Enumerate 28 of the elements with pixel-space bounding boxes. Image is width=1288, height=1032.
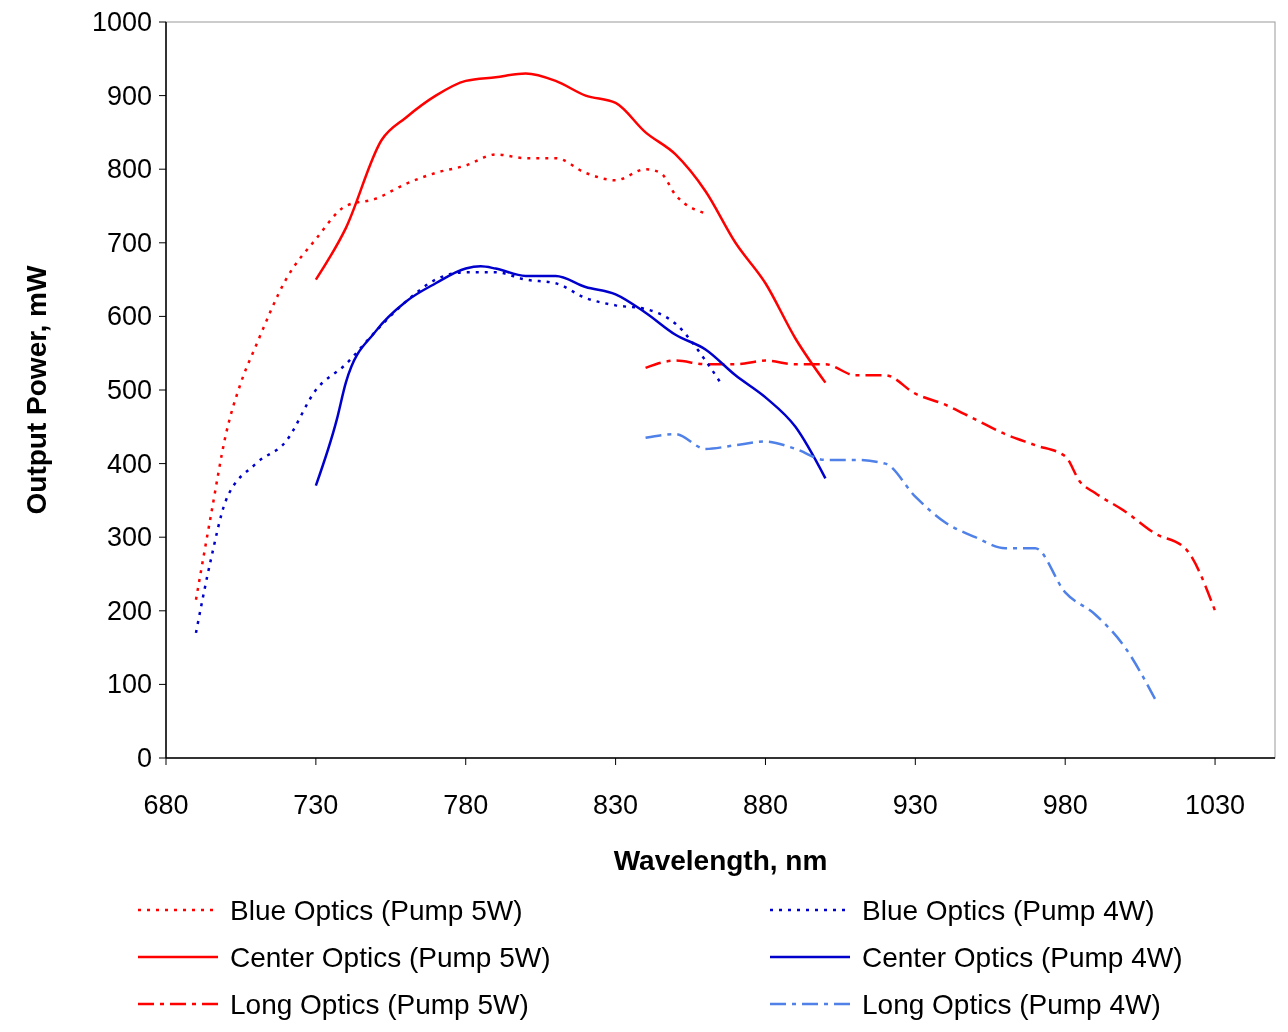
legend-label: Blue Optics (Pump 5W) <box>230 895 523 926</box>
y-tick-label: 400 <box>106 448 152 479</box>
legend-label: Center Optics (Pump 4W) <box>862 942 1183 973</box>
y-tick-label: 0 <box>136 743 152 773</box>
y-tick-label: 600 <box>106 301 152 332</box>
x-tick-label: 980 <box>1042 790 1088 820</box>
y-tick-label: 700 <box>106 227 152 258</box>
line-series <box>644 432 1157 701</box>
x-axis-title: Wavelength, nm <box>613 845 828 876</box>
legend-label: Long Optics (Pump 5W) <box>230 989 529 1020</box>
x-tick-label: 680 <box>143 790 189 820</box>
y-tick-label: 100 <box>106 669 152 700</box>
x-tick-label: 830 <box>593 790 639 820</box>
y-tick-label: 500 <box>106 375 152 405</box>
y-tick-label: 200 <box>106 595 152 626</box>
x-tick-label: 780 <box>443 790 489 820</box>
y-tick-label: 900 <box>106 80 152 111</box>
legend-label: Blue Optics (Pump 4W) <box>862 895 1155 926</box>
x-tick-label: 1030 <box>1185 790 1246 820</box>
legend-label: Center Optics (Pump 5W) <box>230 942 551 973</box>
x-tick-label: 730 <box>293 790 339 820</box>
y-tick-label: 800 <box>106 154 152 185</box>
y-tick-label: 300 <box>106 522 152 553</box>
x-tick-label: 880 <box>742 790 788 820</box>
x-tick-label: 930 <box>892 790 938 820</box>
y-tick-label: 1000 <box>91 7 152 37</box>
legend-label: Long Optics (Pump 4W) <box>862 989 1161 1020</box>
y-axis-title: Output Power, mW <box>21 264 52 515</box>
